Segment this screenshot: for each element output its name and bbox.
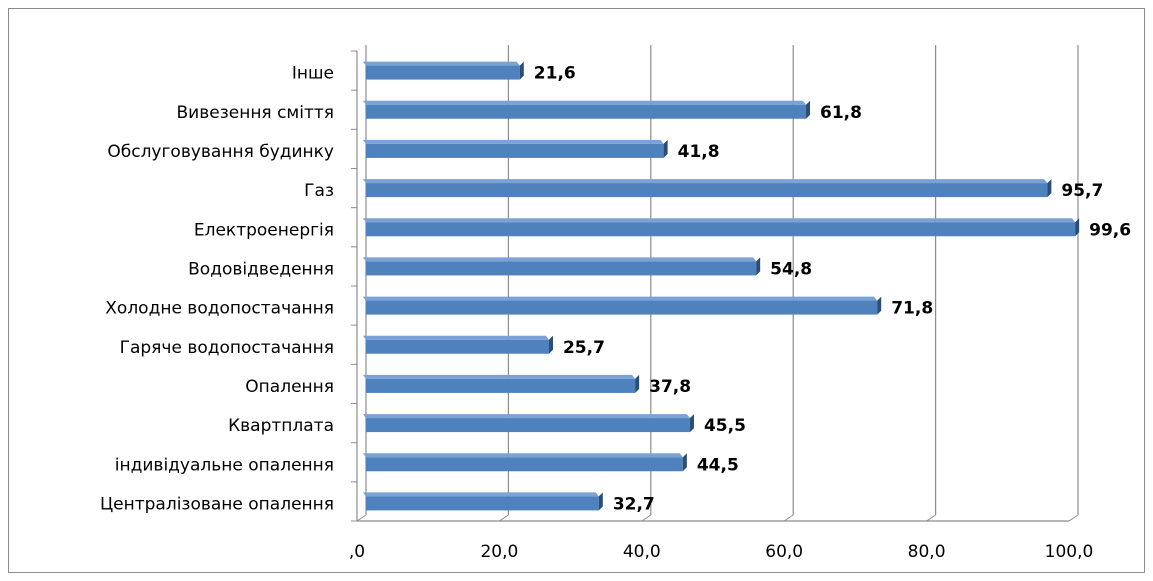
data-label: 61,8 [820, 103, 862, 123]
bar-end-face [877, 296, 882, 315]
category-label: Гаряче водопостачання [120, 338, 334, 358]
bar-top-face [362, 492, 599, 497]
bar-top-face [362, 453, 683, 458]
bar-7 [362, 218, 1080, 237]
data-label: 45,5 [704, 416, 746, 436]
data-label: 99,6 [1089, 220, 1131, 240]
bar-end-face [682, 453, 687, 472]
bar-front-face [366, 104, 807, 119]
bar-front-face [366, 300, 878, 315]
bar-front-face [366, 457, 683, 472]
data-label: 32,7 [613, 494, 655, 514]
bar-top-face [362, 139, 664, 144]
bar-top-face [362, 179, 1048, 184]
bar-front-face [366, 496, 599, 511]
category-label: Електроенергія [194, 220, 334, 240]
bar-layer [362, 61, 1080, 511]
grid-floor-5 [1068, 514, 1079, 522]
bar-top-face [362, 257, 757, 262]
bar-end-face [689, 414, 694, 433]
bar-4 [362, 335, 553, 354]
data-label: 41,8 [678, 142, 720, 162]
bar-top-face [362, 218, 1076, 223]
bar-11 [362, 61, 524, 80]
label-layer: 32,7 Централізоване опалення 44,5 індивідуа… [100, 64, 1131, 515]
bar-2 [362, 414, 694, 433]
bar-top-face [362, 335, 549, 340]
bar-1 [362, 453, 687, 472]
data-label: 21,6 [534, 64, 576, 84]
grid-floor-1 [499, 514, 509, 522]
data-label: 71,8 [891, 299, 933, 319]
bar-top-face [362, 414, 690, 419]
x-tick-label: ,0 [349, 542, 365, 562]
x-tick-label: 100,0 [1045, 542, 1094, 562]
data-label: 25,7 [563, 338, 605, 358]
category-label: Газ [304, 181, 334, 201]
bar-end-face [1047, 179, 1052, 198]
category-label: Вивезення сміття [177, 103, 334, 123]
bar-6 [362, 257, 761, 276]
bar-front-face [366, 339, 549, 354]
data-label: 95,7 [1061, 181, 1103, 201]
bar-front-face [366, 378, 636, 393]
bar-end-face [756, 257, 761, 276]
bar-5 [362, 296, 882, 315]
category-label: Централізоване опалення [100, 494, 334, 514]
data-label: 44,5 [697, 455, 739, 475]
bar-end-face [663, 139, 668, 158]
bar-front-face [366, 65, 520, 80]
x-tick-label: 80,0 [908, 542, 946, 562]
category-label: Квартплата [228, 416, 334, 436]
bar-end-face [806, 100, 811, 119]
bar-front-face [366, 183, 1048, 198]
bar-end-face [519, 61, 524, 80]
axis-layer: ,0 20,0 40,0 60,0 80,0 100,0 [349, 50, 1094, 562]
bar-top-face [362, 296, 878, 301]
x-tick-label: 40,0 [623, 542, 661, 562]
grid-floor-4 [926, 514, 936, 522]
bar-front-face [366, 261, 757, 276]
category-label: Водовідведення [188, 259, 334, 279]
grid-floor-0 [356, 514, 367, 522]
bar-10 [362, 100, 811, 119]
data-label: 54,8 [770, 259, 812, 279]
bar-8 [362, 179, 1052, 198]
grid-floor-3 [783, 514, 794, 522]
x-tick-label: 60,0 [765, 542, 803, 562]
category-label: Опалення [245, 377, 334, 397]
bar-front-face [366, 143, 664, 158]
grid-layer [356, 45, 1079, 522]
bar-end-face [548, 335, 553, 354]
bar-3 [362, 374, 640, 393]
category-label: Холодне водопостачання [105, 299, 334, 319]
bar-top-face [362, 61, 520, 66]
bar-front-face [366, 222, 1076, 237]
x-tick-label: 20,0 [480, 542, 518, 562]
grid-floor-2 [641, 514, 652, 522]
bar-end-face [635, 374, 640, 393]
data-label: 37,8 [649, 377, 691, 397]
bar-front-face [366, 418, 690, 433]
bar-end-face [598, 492, 603, 511]
bar-0 [362, 492, 603, 511]
bar-end-face [1075, 218, 1080, 237]
category-label: індивідуальне опалення [115, 455, 334, 475]
category-label: Інше [292, 64, 334, 84]
bar-9 [362, 139, 668, 158]
bar-top-face [362, 374, 636, 379]
category-label: Обслуговування будинку [107, 142, 334, 162]
bar-top-face [362, 100, 807, 105]
